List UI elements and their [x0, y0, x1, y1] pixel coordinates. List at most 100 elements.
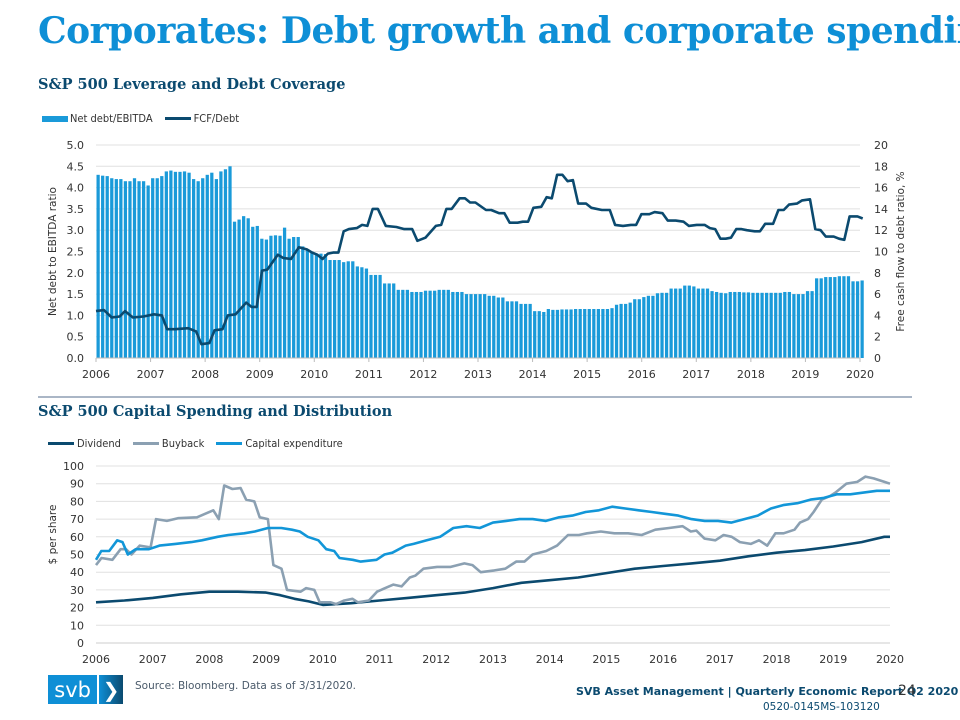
bar	[105, 176, 109, 358]
legend-swatch-line-icon	[216, 442, 243, 445]
bar	[769, 292, 773, 358]
bar	[542, 311, 546, 358]
y-tick-label: 4.0	[67, 182, 85, 195]
page-title: Corporates: Debt growth and corporate sp…	[38, 10, 960, 52]
bar	[151, 178, 155, 358]
y-tick-label: 60	[70, 531, 84, 544]
bar	[746, 292, 751, 358]
bar	[710, 291, 714, 358]
bar	[251, 226, 255, 358]
bar	[351, 261, 355, 358]
bar	[596, 309, 600, 358]
bar	[533, 311, 537, 358]
bar	[692, 286, 696, 358]
y2-tick-label: 0	[874, 352, 881, 365]
bar	[446, 289, 450, 358]
bar	[319, 253, 323, 358]
bar	[123, 181, 128, 358]
bar	[210, 172, 214, 358]
bar	[219, 171, 223, 358]
bar	[824, 277, 828, 358]
bar	[496, 297, 500, 358]
y2-tick-label: 8	[874, 267, 881, 280]
bar	[419, 291, 423, 358]
bar	[728, 291, 732, 358]
bar	[828, 277, 832, 358]
bar	[519, 303, 523, 358]
bar	[378, 274, 382, 358]
x-tick-label: 2009	[252, 653, 280, 666]
bar	[555, 309, 560, 358]
y-tick-label: 40	[70, 566, 84, 579]
bar	[383, 283, 387, 358]
bar	[787, 291, 791, 358]
bar	[460, 291, 464, 358]
bar	[578, 309, 582, 358]
bar	[360, 267, 364, 358]
y2-axis-label: Free cash flow to debt ratio, %	[895, 171, 907, 331]
bar	[860, 280, 864, 358]
bar	[141, 181, 146, 358]
bar	[705, 288, 710, 358]
legend-label: FCF/Debt	[193, 112, 240, 125]
bar	[96, 174, 100, 358]
bar	[160, 176, 164, 358]
chart2-title: S&P 500 Capital Spending and Distributio…	[38, 403, 393, 420]
bar	[733, 291, 737, 358]
bar	[669, 288, 673, 358]
bar	[337, 260, 341, 358]
x-tick-label: 2013	[464, 368, 492, 381]
bar	[633, 299, 637, 358]
bar	[473, 294, 478, 358]
bar	[155, 178, 159, 358]
bar	[765, 292, 769, 358]
legend-item-buyback: Buyback	[132, 437, 204, 450]
bar	[423, 290, 428, 358]
x-tick-label: 2009	[246, 368, 274, 381]
bar	[610, 308, 614, 358]
y-tick-label: 10	[70, 619, 84, 632]
document-id: 0520-0145MS-103120	[763, 701, 880, 713]
y2-tick-label: 14	[874, 203, 888, 216]
bar	[792, 294, 796, 358]
bar	[605, 309, 610, 358]
bar	[237, 219, 241, 358]
y-tick-label: 70	[70, 513, 84, 526]
bar	[232, 221, 237, 358]
bar	[796, 294, 801, 358]
bar	[242, 216, 246, 358]
bar	[842, 276, 846, 358]
bar	[182, 171, 187, 358]
y2-tick-label: 6	[874, 288, 881, 301]
bar	[387, 283, 391, 358]
bar	[137, 181, 141, 358]
bar	[655, 293, 660, 358]
bar	[664, 292, 669, 358]
bar	[173, 171, 178, 358]
x-tick-label: 2017	[706, 653, 734, 666]
y-tick-label: 1.0	[67, 309, 85, 322]
bar	[551, 309, 555, 358]
legend-swatch-line-icon	[48, 442, 74, 445]
legend-label: Dividend	[77, 437, 121, 450]
y-tick-label: 5.0	[67, 139, 85, 152]
x-tick-label: 2020	[876, 653, 904, 666]
bar	[192, 179, 196, 358]
bar	[719, 292, 723, 358]
y-tick-label: 0.0	[67, 352, 85, 365]
legend-item-dividend: Dividend	[48, 437, 121, 450]
bar	[714, 291, 719, 358]
bar	[433, 290, 437, 358]
x-tick-label: 2010	[309, 653, 337, 666]
x-tick-label: 2012	[422, 653, 450, 666]
bar	[619, 303, 623, 358]
y-tick-label: 100	[63, 460, 84, 473]
legend-swatch-line-icon	[132, 442, 159, 445]
y-tick-label: 2.5	[67, 246, 85, 259]
bar	[678, 288, 682, 358]
bar	[314, 253, 319, 358]
x-tick-label: 2011	[366, 653, 394, 666]
section-divider	[38, 396, 912, 398]
dividend-line	[95, 535, 890, 607]
bar	[101, 175, 105, 358]
